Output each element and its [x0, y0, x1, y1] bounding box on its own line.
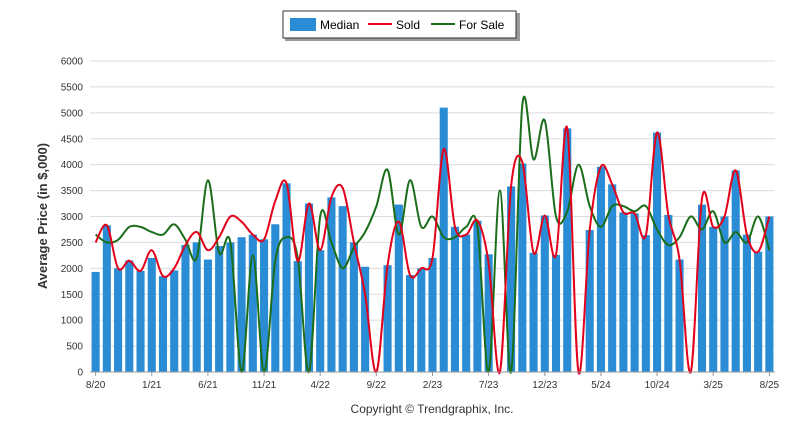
median-bar — [338, 206, 347, 372]
median-bar — [417, 268, 426, 372]
y-tick-label: 5500 — [61, 82, 84, 93]
median-bar — [619, 212, 628, 372]
median-bar — [136, 270, 145, 372]
median-bars — [91, 107, 774, 373]
median-bar — [147, 257, 156, 372]
median-bar — [540, 215, 549, 372]
y-tick-label: 0 — [77, 368, 83, 379]
median-bar — [664, 214, 673, 372]
x-tick-label: 3/25 — [704, 380, 724, 391]
median-bar — [596, 166, 605, 372]
median-bar — [271, 224, 280, 372]
median-bar — [102, 225, 111, 372]
median-bar — [507, 186, 516, 372]
x-tick-label: 6/21 — [198, 380, 218, 391]
median-bar — [91, 271, 100, 372]
x-tick-label: 8/25 — [760, 380, 780, 391]
x-tick-label: 7/23 — [479, 380, 499, 391]
median-bar — [709, 226, 718, 372]
median-bar — [563, 128, 572, 372]
trend-lines — [94, 95, 771, 375]
y-tick-label: 1500 — [61, 290, 84, 301]
median-bar — [450, 226, 460, 372]
median-bar — [675, 259, 684, 372]
legend: Median Sold For Sale — [282, 10, 520, 41]
median-bar — [630, 213, 639, 372]
median-bar — [361, 266, 370, 372]
x-tick-label: 1/21 — [142, 380, 162, 391]
y-axis-ticks: 0 500 1000 1500 2000 2500 3000 3500 4000 4500 5000… — [61, 57, 84, 379]
legend-box — [282, 10, 517, 39]
y-tick-label: 500 — [66, 342, 83, 353]
median-bar — [282, 183, 291, 372]
y-tick-label: 4000 — [61, 160, 84, 171]
median-bar — [170, 270, 179, 372]
median-bar — [394, 204, 403, 372]
median-bar — [304, 203, 314, 372]
y-tick-label: 1000 — [61, 316, 84, 327]
sold-line — [94, 125, 771, 375]
median-bar — [260, 239, 269, 372]
x-tick-label: 12/23 — [532, 380, 557, 391]
median-bar — [765, 216, 774, 372]
median-bar — [203, 259, 212, 372]
median-bar — [518, 163, 527, 372]
x-tick-label: 2/23 — [423, 380, 443, 391]
median-bar — [428, 257, 437, 372]
median-bar — [293, 261, 302, 372]
median-bar — [731, 170, 740, 372]
median-bar — [608, 184, 617, 372]
x-tick-label: 8/20 — [86, 380, 106, 391]
median-bar — [742, 234, 751, 372]
median-bar — [215, 246, 224, 372]
median-bar — [237, 237, 246, 372]
y-tick-label: 3500 — [61, 186, 84, 197]
median-bar — [641, 235, 650, 372]
median-bar — [529, 252, 538, 372]
median-bar — [720, 216, 729, 372]
y-tick-label: 4500 — [61, 134, 84, 145]
y-axis-title: Average Price (in $,000) — [35, 143, 50, 289]
median-bar — [585, 229, 594, 372]
median-bar — [754, 251, 763, 372]
median-bar — [192, 242, 201, 372]
median-bar — [248, 234, 257, 372]
median-bar — [349, 242, 358, 372]
x-axis-ticks: 8/20 1/21 6/21 11/21 4/22 9/22 2/23 7/23 12/23 5/… — [86, 372, 780, 391]
median-bar — [181, 245, 190, 372]
x-tick-label: 4/22 — [310, 380, 330, 391]
median-bar — [158, 276, 168, 372]
x-tick-label: 9/22 — [367, 380, 387, 391]
median-bar — [697, 204, 707, 372]
y-tick-label: 2500 — [61, 238, 84, 249]
x-tick-label: 10/24 — [645, 380, 670, 391]
median-bar — [473, 220, 482, 372]
legend-label-for-sale: For Sale — [459, 18, 505, 32]
for-sale-line — [94, 95, 771, 374]
median-bar — [383, 265, 392, 372]
median-bar — [226, 242, 235, 372]
copyright-credit: Copyright © Trendgraphix, Inc. — [351, 402, 514, 416]
legend-swatch-median — [290, 18, 316, 31]
y-tick-label: 5000 — [61, 108, 84, 119]
legend-label-sold: Sold — [396, 18, 420, 32]
y-tick-label: 6000 — [61, 57, 84, 68]
x-tick-label: 5/24 — [591, 380, 611, 391]
median-bar — [551, 254, 561, 372]
y-tick-label: 2000 — [61, 264, 84, 275]
y-tick-label: 3000 — [61, 212, 84, 223]
x-tick-label: 11/21 — [252, 380, 277, 391]
median-bar — [653, 132, 662, 372]
median-bar — [462, 234, 471, 372]
median-bar — [327, 197, 336, 372]
median-bar — [114, 268, 123, 372]
median-bar — [405, 275, 415, 372]
median-bar — [125, 260, 134, 372]
median-bar — [484, 254, 493, 372]
median-bar — [316, 250, 325, 372]
median-bar — [439, 107, 448, 373]
legend-label-median: Median — [320, 18, 359, 32]
